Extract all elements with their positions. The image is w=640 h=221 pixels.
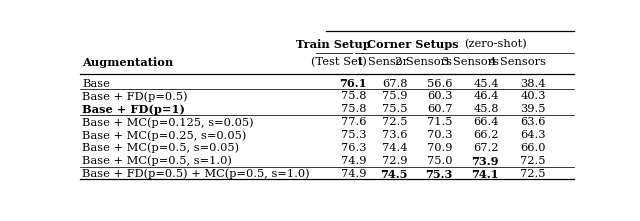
Text: 63.6: 63.6 [520,117,546,127]
Text: 66.2: 66.2 [474,130,499,140]
Text: Base + FD(p=0.5): Base + FD(p=0.5) [83,91,188,102]
Text: 39.5: 39.5 [520,104,546,114]
Text: 46.4: 46.4 [474,91,499,101]
Text: Base + FD(p=1): Base + FD(p=1) [83,104,186,115]
Text: (Test Set): (Test Set) [311,57,367,67]
Text: 67.8: 67.8 [382,78,408,89]
Text: 75.0: 75.0 [427,156,452,166]
Text: 45.8: 45.8 [474,104,499,114]
Text: 60.7: 60.7 [427,104,452,114]
Text: Base + MC(p=0.5, s=0.05): Base + MC(p=0.5, s=0.05) [83,143,239,153]
Text: 38.4: 38.4 [520,78,546,89]
Text: Base: Base [83,78,110,89]
Text: 75.8: 75.8 [341,91,367,101]
Text: Augmentation: Augmentation [83,57,173,68]
Text: Base + MC(p=0.25, s=0.05): Base + MC(p=0.25, s=0.05) [83,130,247,141]
Text: 66.4: 66.4 [474,117,499,127]
Text: 45.4: 45.4 [474,78,499,89]
Text: Base + MC(p=0.125, s=0.05): Base + MC(p=0.125, s=0.05) [83,117,254,128]
Text: 3 Sensors: 3 Sensors [442,57,499,67]
Text: 74.9: 74.9 [341,156,367,166]
Text: 64.3: 64.3 [520,130,546,140]
Text: 75.3: 75.3 [425,169,452,179]
Text: 4 Sensors: 4 Sensors [489,57,546,67]
Text: 74.5: 74.5 [381,169,408,179]
Text: 75.5: 75.5 [382,104,408,114]
Text: 76.1: 76.1 [339,78,367,89]
Text: 71.5: 71.5 [427,117,452,127]
Text: Base + FD(p=0.5) + MC(p=0.5, s=1.0): Base + FD(p=0.5) + MC(p=0.5, s=1.0) [83,169,310,179]
Text: 75.9: 75.9 [382,91,408,101]
Text: 75.3: 75.3 [341,130,367,140]
Text: 73.6: 73.6 [382,130,408,140]
Text: Corner Setups: Corner Setups [367,39,465,50]
Text: 1 Sensor: 1 Sensor [356,57,408,67]
Text: 75.8: 75.8 [341,104,367,114]
Text: 40.3: 40.3 [520,91,546,101]
Text: 2 Sensors: 2 Sensors [396,57,452,67]
Text: 73.9: 73.9 [472,156,499,167]
Text: 72.9: 72.9 [382,156,408,166]
Text: 74.4: 74.4 [382,143,408,153]
Text: 56.6: 56.6 [427,78,452,89]
Text: 70.3: 70.3 [427,130,452,140]
Text: 72.5: 72.5 [520,169,546,179]
Text: Train Setup: Train Setup [296,39,371,50]
Text: (zero-shot): (zero-shot) [465,39,527,50]
Text: 60.3: 60.3 [427,91,452,101]
Text: 74.9: 74.9 [341,169,367,179]
Text: 77.6: 77.6 [341,117,367,127]
Text: 72.5: 72.5 [382,117,408,127]
Text: 76.3: 76.3 [341,143,367,153]
Text: 70.9: 70.9 [427,143,452,153]
Text: 72.5: 72.5 [520,156,546,166]
Text: 74.1: 74.1 [472,169,499,179]
Text: Base + MC(p=0.5, s=1.0): Base + MC(p=0.5, s=1.0) [83,156,232,166]
Text: 67.2: 67.2 [474,143,499,153]
Text: 66.0: 66.0 [520,143,546,153]
